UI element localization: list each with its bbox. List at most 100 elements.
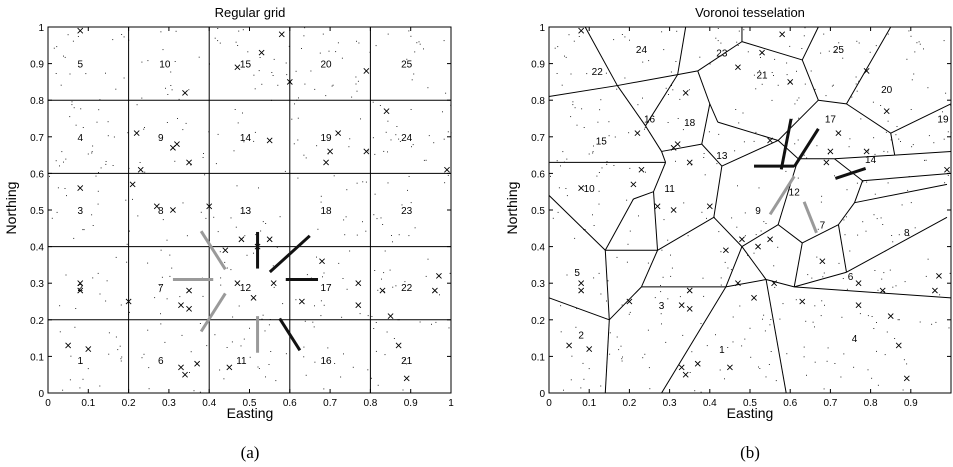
sample-dot	[375, 350, 377, 352]
sample-dot	[435, 321, 437, 323]
marker-stroke	[863, 68, 870, 74]
sample-dot	[375, 322, 377, 323]
sample-dot	[371, 316, 373, 317]
cell-labels-a: 1234567891011121314151617181920212223242…	[77, 60, 412, 367]
sample-dot	[842, 57, 844, 59]
voronoi-edge	[741, 246, 767, 280]
station-marker	[751, 294, 757, 301]
sample-dot	[332, 84, 334, 86]
sample-dot	[406, 363, 407, 365]
sample-dot	[690, 164, 692, 166]
station-marker	[226, 364, 233, 371]
station-marker	[222, 247, 229, 254]
sample-dot	[557, 46, 559, 48]
sample-dot	[123, 77, 125, 79]
marker-stroke	[270, 280, 277, 287]
plot-frame-b	[548, 26, 952, 394]
sample-dot	[382, 224, 384, 225]
sample-dot	[849, 138, 851, 140]
sample-dot	[79, 387, 81, 389]
cell-number: 21	[756, 71, 768, 82]
sample-dot	[374, 153, 376, 155]
sample-dot	[160, 31, 162, 33]
marker-stroke	[835, 130, 842, 137]
y-tick-label: 0.9	[531, 60, 545, 71]
marker-stroke	[77, 287, 84, 294]
marker-stroke	[726, 364, 733, 371]
sample-dot	[801, 48, 803, 49]
sample-dot	[355, 76, 357, 78]
marker-stroke	[65, 342, 72, 349]
station-marker	[739, 236, 745, 243]
sample-dot	[337, 42, 339, 44]
cell-number: 3	[659, 301, 665, 312]
voronoi-edge	[854, 180, 864, 203]
voronoi-edge	[701, 143, 723, 167]
sample-dot	[91, 151, 93, 153]
cell-number: 1	[719, 345, 725, 356]
sample-dot	[407, 189, 408, 191]
sample-dot	[423, 159, 425, 161]
sample-dot	[814, 326, 815, 328]
sample-dot	[66, 195, 67, 197]
cell-number: 5	[574, 268, 580, 279]
sample-dot	[63, 161, 64, 163]
sample-dot	[223, 378, 225, 380]
marker-stroke	[278, 31, 285, 38]
sample-dot	[832, 84, 834, 86]
station-marker	[767, 236, 774, 243]
marker-stroke	[887, 313, 894, 320]
sample-dot	[235, 41, 237, 43]
sample-dot	[566, 195, 568, 197]
station-marker	[686, 305, 693, 312]
sample-points-b	[550, 27, 952, 393]
sample-dot	[67, 34, 69, 36]
sample-dot	[234, 109, 236, 110]
sample-dot	[576, 124, 578, 126]
marker-stroke	[129, 181, 136, 188]
station-marker	[674, 141, 681, 148]
sample-dot	[727, 347, 729, 348]
sample-dot	[199, 323, 201, 324]
sample-dot	[676, 30, 678, 32]
station-marker	[578, 280, 585, 287]
sample-dot	[574, 107, 576, 109]
voronoi-edge	[677, 26, 687, 75]
sample-dot	[660, 313, 662, 315]
station-marker	[686, 287, 693, 294]
y-tick-label: 0	[38, 389, 44, 400]
sample-dot	[890, 139, 892, 141]
sample-dot	[556, 73, 558, 74]
station-marker	[779, 31, 786, 38]
direction-bar	[792, 127, 820, 168]
sample-dot	[310, 70, 312, 72]
sample-dot	[814, 88, 816, 90]
sample-dot	[919, 43, 921, 45]
sample-dot	[392, 241, 393, 243]
sample-dot	[560, 165, 561, 167]
sample-dot	[83, 229, 85, 231]
sample-dot	[265, 223, 267, 224]
sample-dot	[743, 141, 745, 143]
sample-dot	[720, 42, 722, 44]
sample-dot	[206, 345, 208, 347]
cell-number: 1	[77, 356, 83, 367]
sample-dot	[764, 330, 766, 332]
marker-stroke	[234, 64, 241, 71]
sample-dot	[398, 234, 400, 236]
sample-dot	[715, 37, 717, 39]
sample-dot	[349, 250, 351, 252]
sample-dot	[132, 198, 133, 200]
sample-dot	[154, 297, 156, 299]
marker-stroke	[133, 130, 140, 137]
marker-stroke	[77, 27, 84, 34]
sample-dot	[121, 356, 123, 358]
y-tick-label: 0.4	[30, 243, 44, 254]
sample-dot	[341, 57, 343, 59]
voronoi-edge	[633, 191, 654, 200]
sample-dot	[607, 280, 609, 282]
sample-dot	[125, 199, 127, 201]
sample-dot	[803, 356, 805, 358]
station-marker	[735, 64, 741, 71]
sample-dot	[887, 120, 889, 122]
